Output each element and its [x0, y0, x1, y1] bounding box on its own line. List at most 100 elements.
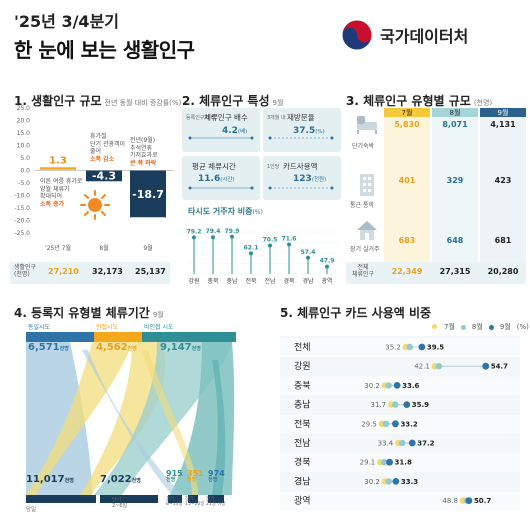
s4-source-same-value: 6,571천명 — [28, 342, 69, 353]
s4-source-adjacent: 인접시도 — [96, 324, 119, 331]
s5-dot-sep — [482, 362, 490, 370]
s5-right-label: 33.6 — [402, 382, 419, 390]
s5-dot-aug — [382, 420, 390, 427]
s3-col-aug — [432, 108, 478, 117]
s1-axis-tick: 15.0 — [17, 130, 31, 137]
s2-dot — [230, 234, 234, 239]
s3-bg-sep — [480, 117, 526, 262]
s3-total-sep: 20,280 — [487, 267, 519, 276]
s3-v-short-july: 5,830 — [394, 120, 420, 129]
s5-dot-sep — [418, 343, 426, 351]
house-icon — [357, 221, 377, 240]
s1-bar-aug — [86, 170, 122, 182]
s4-target-short-value: 7,022천명 — [100, 474, 141, 485]
s4-target-long2-value: 974 천명 — [208, 469, 225, 483]
s1-axis-tick: 25.0 — [17, 105, 31, 112]
s4-subtitle: 9월 — [152, 311, 164, 319]
s5-row-bg — [280, 414, 520, 434]
s4-source-adjacent-value: 4,562천명 — [96, 342, 137, 353]
s4-target-day: 당일 — [26, 507, 37, 513]
s5-right-label: 50.7 — [474, 497, 491, 505]
s2-card-multiplier: 등록인구 대비 체류인구 배수 4.2(배) — [182, 108, 260, 152]
bed-icon — [357, 116, 377, 134]
s3-row-label-commute: 통근·통학 — [350, 202, 374, 209]
s5-region-name: 경북 — [294, 456, 311, 468]
s4-target-mid: 중기 8~14일 — [166, 497, 183, 508]
s1-note-sep: 전년(9월) 추석연휴 기저효과로 큰 폭 하락 — [130, 137, 158, 167]
s2-value-label: 79.2 — [187, 228, 202, 235]
s5-dot-sep — [393, 382, 401, 389]
s5-dot-sep — [392, 420, 399, 428]
s5-row-bg — [280, 453, 520, 473]
s1-axis-tick: -10.0 — [14, 193, 30, 200]
s2-dot — [249, 251, 253, 256]
s2-card-staytime: 평균 체류시간 11.6(시간) — [182, 156, 260, 200]
building-icon — [360, 174, 374, 196]
s2-region-label: 강원 — [188, 277, 199, 285]
s3-month-july: 7월 — [401, 109, 413, 117]
s4-title: 4. 등록지 유형별 체류기간 9월 — [14, 306, 164, 320]
s5-right-label: 33.2 — [400, 420, 417, 428]
s2-card-decoration — [188, 136, 334, 190]
s2-value-label: 57.4 — [301, 249, 316, 256]
s3-v-commute-sep: 423 — [494, 176, 512, 185]
page-title: 한 눈에 보는 생활인구 — [14, 38, 195, 62]
s2-region-label: 충남 — [226, 277, 238, 285]
s5-region-name: 전북 — [294, 419, 311, 430]
s2-region-label: 광역 — [321, 277, 332, 285]
s2-value-label: 79.9 — [225, 228, 240, 235]
s5-title: 5. 체류인구 카드 사용액 비중 — [280, 306, 432, 320]
s2-dot — [268, 243, 272, 248]
s5-region-name: 광역 — [294, 495, 311, 507]
s2-region-label: 전남 — [264, 277, 276, 285]
s5-dot-aug — [385, 478, 393, 485]
s1-bar-sep — [130, 170, 166, 218]
s1-axis-tick: -20.0 — [14, 218, 30, 225]
s1-bar-value: 1.3 — [49, 155, 67, 166]
s1-axis-tick: 0.0 — [20, 168, 30, 175]
s5-row-bg — [280, 491, 520, 510]
s3-bg-july — [384, 117, 430, 262]
s1-bar-value: -4.3 — [92, 170, 116, 183]
s2-value-label: 71.6 — [282, 236, 297, 243]
s3-total-july: 22,349 — [391, 267, 423, 276]
s3-bg-aug — [432, 117, 478, 262]
s4-target-long1-value: 351 천명 — [187, 469, 204, 483]
s2-dot — [192, 235, 196, 240]
s5-region-name: 경남 — [294, 475, 311, 487]
s3-subtitle: (천명) — [473, 99, 493, 107]
s5-dot-sep — [408, 439, 416, 447]
s4-target-short: 단기 2~6일 — [112, 497, 128, 509]
s1-title: 1. 생활인구 규모 전년 동월 대비 증감률(%) — [14, 94, 182, 108]
s1-bar-value: -18.7 — [132, 188, 164, 201]
s1-bar-category: 9월 — [143, 244, 152, 252]
s1-axis-tick: 5.0 — [20, 155, 30, 162]
s1-bar-july — [40, 167, 76, 170]
s2-region-label: 경남 — [302, 277, 314, 285]
s5-left-label: 31.7 — [371, 401, 387, 409]
s1-bar-chart: 25.0 20.0 15.0 10.0 5.0 0.0 -5.0 -10.0 -15.0 -20.… — [14, 105, 174, 252]
s5-row-bg — [280, 338, 520, 357]
s1-pop-label: 생활인구 (천명) — [14, 264, 37, 279]
s3-v-long-aug: 648 — [446, 236, 464, 245]
s5-dot-aug — [385, 382, 393, 389]
s5-region-name: 충남 — [294, 400, 311, 411]
s2-value-label: 79.4 — [206, 228, 221, 235]
s2-other-title: 타시도 거주자 비중(%) — [188, 207, 263, 216]
s5-left-label: 48.8 — [442, 497, 458, 505]
s1-bar-category: '25년 7월 — [45, 244, 71, 252]
s5-right-label: 37.2 — [417, 440, 434, 448]
s5-dot-aug — [399, 439, 406, 447]
s1-axis-tick: 10.0 — [17, 143, 31, 150]
s2-value-label: 47.9 — [320, 258, 335, 265]
s2-dot — [325, 264, 329, 269]
s5-dot-aug — [406, 343, 414, 351]
s2-lollipop-chart: 79.2 79.4 79.9 62.1 70.5 71.6 57.4 47.9 강원 충북 충남 전… — [187, 228, 338, 285]
s2-dot — [306, 255, 310, 260]
s5-region-name: 강원 — [294, 361, 311, 372]
s1-axis-tick: -5.0 — [18, 180, 30, 187]
s3-month-sep: 9월 — [497, 109, 509, 117]
s4-target-day-value: 11,017천명 — [26, 474, 74, 485]
s5-right-label: 35.9 — [412, 401, 429, 409]
s5-region-name: 전남 — [294, 438, 311, 449]
